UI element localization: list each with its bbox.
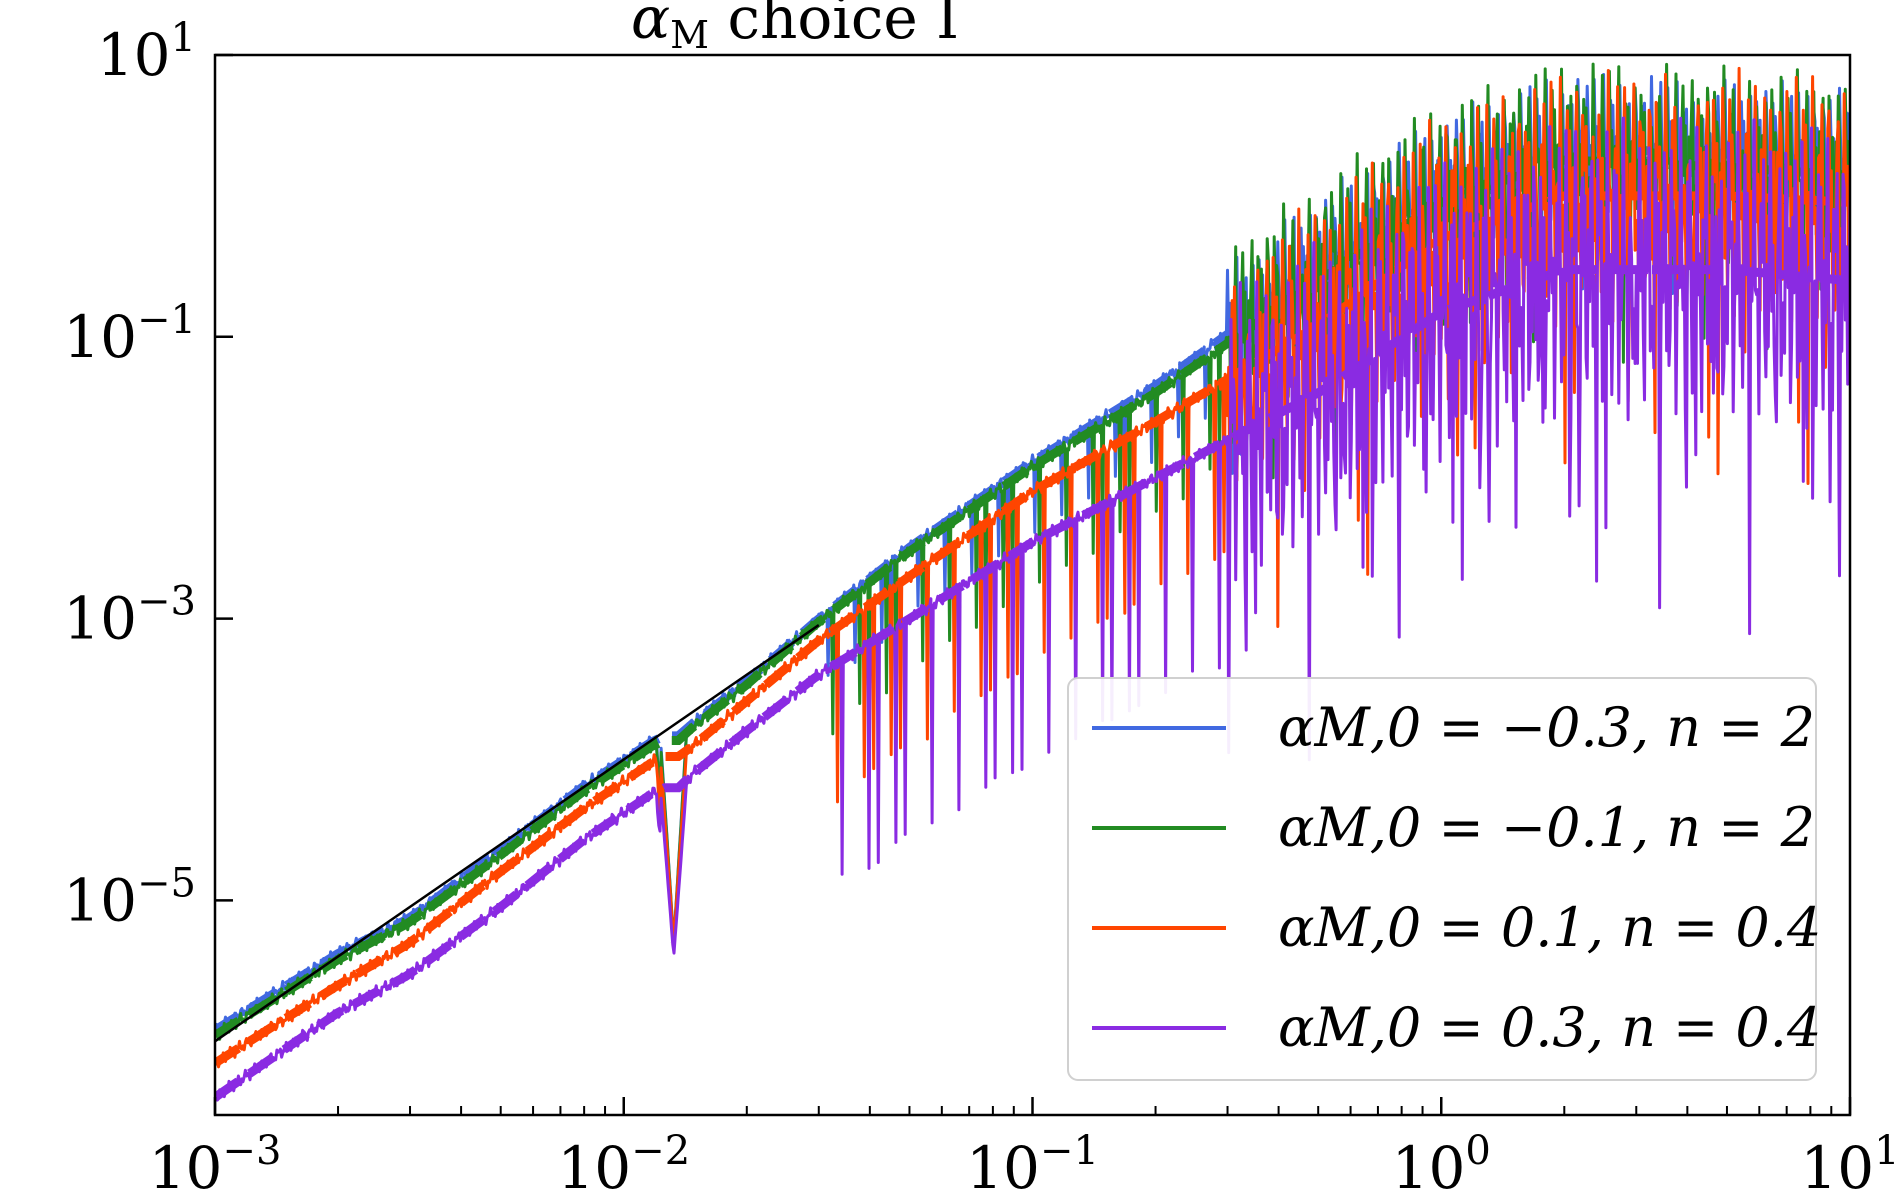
- y-tick-label: 10−1: [63, 297, 196, 371]
- legend-label: αM,0 = −0.1, n = 2: [1278, 796, 1815, 859]
- x-tick-label: 10−1: [966, 1128, 1099, 1202]
- legend-label: αM,0 = 0.3, n = 0.4: [1278, 996, 1821, 1059]
- x-tick-label: 101: [1800, 1128, 1899, 1202]
- series-line: [215, 66, 1850, 1069]
- series-line: [215, 116, 1850, 1102]
- y-tick-label: 101: [97, 15, 196, 89]
- legend-items: αM,0 = −0.3, n = 2 αM,0 = −0.1, n = 2 αM,0…: [1092, 696, 1821, 1059]
- x-tick-label: 100: [1392, 1128, 1491, 1202]
- legend: αM,0 = −0.3, n = 2 αM,0 = −0.1, n = 2 αM,0…: [1067, 677, 1821, 1081]
- reference-line: [215, 624, 820, 1043]
- legend-label: αM,0 = 0.1, n = 0.4: [1278, 896, 1821, 959]
- chart-title: αM choice I: [631, 0, 959, 57]
- ticks-layer: 10−3 10−2 10−1 100 101 10−5 10−3 10−1 101: [63, 15, 1899, 1202]
- legend-label: αM,0 = −0.3, n = 2: [1278, 696, 1815, 759]
- legend-frame: [1067, 677, 1817, 1081]
- x-tick-label: 10−2: [557, 1128, 690, 1202]
- y-tick-label: 10−5: [63, 860, 196, 934]
- y-tick-label: 10−3: [63, 579, 196, 653]
- x-tick-label: 10−3: [149, 1128, 282, 1202]
- series-layer: [215, 62, 1850, 1102]
